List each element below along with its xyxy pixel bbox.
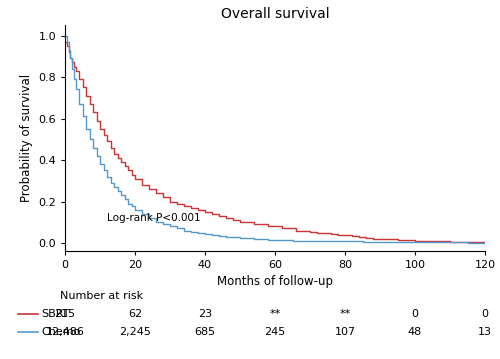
Text: 62: 62 (128, 309, 142, 319)
Text: SBRT: SBRT (41, 309, 70, 319)
Text: 48: 48 (408, 327, 422, 337)
Text: 245: 245 (264, 327, 285, 337)
Text: Number at risk: Number at risk (60, 291, 143, 301)
Text: Log-rank P<0.001: Log-rank P<0.001 (107, 213, 200, 223)
Text: 685: 685 (194, 327, 216, 337)
Text: 13: 13 (478, 327, 492, 337)
Text: Months of follow-up: Months of follow-up (217, 275, 333, 288)
Text: 23: 23 (198, 309, 212, 319)
Text: 2,245: 2,245 (119, 327, 151, 337)
Text: 215: 215 (54, 309, 76, 319)
Text: 107: 107 (334, 327, 355, 337)
Text: 12,486: 12,486 (46, 327, 84, 337)
Text: **: ** (270, 309, 280, 319)
Y-axis label: Probability of survival: Probability of survival (20, 74, 32, 202)
Text: Chemo: Chemo (41, 327, 80, 337)
Title: Overall survival: Overall survival (220, 7, 330, 21)
Text: 0: 0 (412, 309, 418, 319)
Text: 0: 0 (482, 309, 488, 319)
Text: **: ** (340, 309, 350, 319)
